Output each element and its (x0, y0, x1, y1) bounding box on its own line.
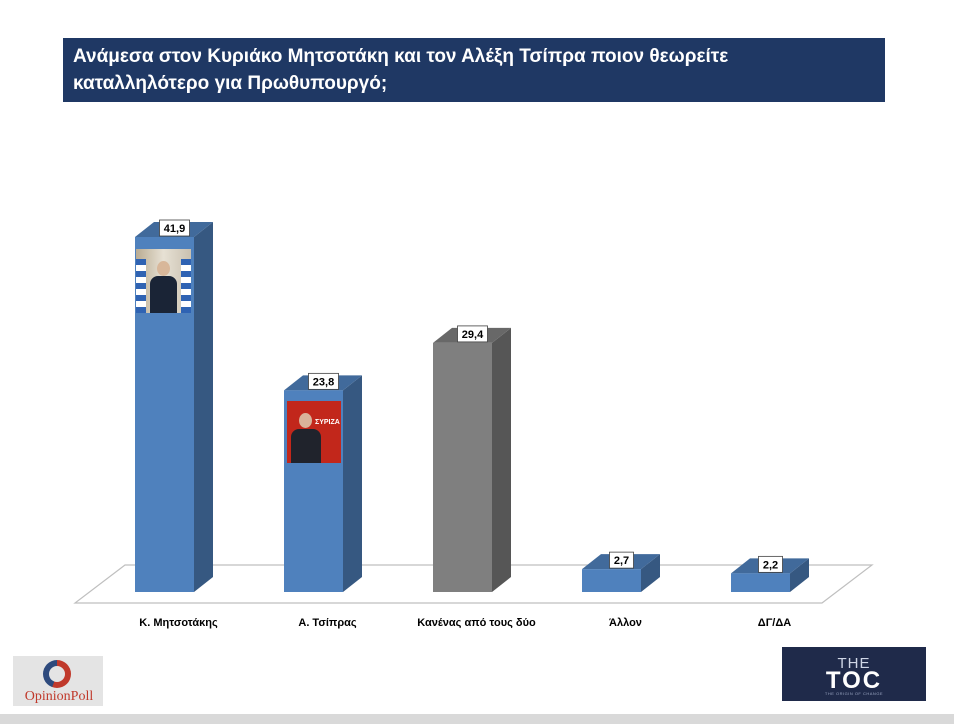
data-label-box (609, 551, 634, 569)
thetoc-logo-main: TOC (825, 667, 883, 694)
tsipras-photo: ΣΥΡΙΖΑ (287, 401, 341, 463)
category-label: ΔΓ/ΔΑ (758, 617, 791, 629)
thetoc-logo: THE TOC THE ORIGIN OF CHANGE (782, 647, 926, 701)
category-label: Κ. Μητσοτάκης (139, 617, 218, 629)
thetoc-logo-sub: THE ORIGIN OF CHANGE (824, 691, 884, 696)
data-label-text: 23,8 (313, 376, 334, 388)
data-label: 23,8 (308, 372, 339, 390)
bar-front (433, 342, 492, 592)
data-label: 2,7 (609, 551, 634, 569)
bar (433, 327, 511, 592)
bar-side (492, 327, 511, 592)
bar-side (641, 554, 660, 592)
bottom-band (0, 714, 954, 724)
data-label-box (457, 325, 488, 343)
bar (135, 222, 213, 592)
greek-flag-icon (136, 259, 146, 313)
data-label: 29,4 (457, 325, 488, 343)
title-line-2: καταλληλότερο για Πρωθυπουργό; (73, 73, 388, 94)
data-label-text: 2,7 (614, 555, 629, 567)
data-label-text: 41,9 (164, 223, 185, 235)
data-label-text: 29,4 (462, 329, 484, 341)
data-label-box (159, 219, 190, 237)
data-label-box (758, 555, 783, 573)
data-label-text: 2,2 (763, 559, 778, 571)
greek-flag-icon (181, 259, 191, 313)
opinionpoll-circle-icon (43, 660, 71, 688)
data-label-box (308, 372, 339, 390)
title-line-1: Ανάμεσα στον Κυριάκο Μητσοτάκη και τον Α… (73, 46, 729, 67)
opinionpoll-logo-text: OpinionPoll (24, 689, 94, 704)
bar-side (343, 375, 362, 592)
data-label: 2,2 (758, 555, 783, 573)
title-banner: Ανάμεσα στον Κυριάκο Μητσοτάκη και τον Α… (63, 38, 885, 102)
thetoc-logo-top: THE (837, 655, 871, 672)
bar-side (790, 558, 809, 592)
bar-side (194, 222, 213, 592)
party-logo-icon: ΣΥΡΙΖΑ (315, 419, 340, 426)
category-label: Άλλον (609, 617, 642, 629)
data-label: 41,9 (159, 219, 190, 237)
bar (582, 554, 660, 592)
opinionpoll-logo: OpinionPoll (13, 656, 103, 706)
category-label: Κανένας από τους δύο (417, 617, 536, 629)
mitsotakis-photo (136, 249, 191, 313)
category-label: Α. Τσίπρας (298, 617, 357, 629)
bar-front (731, 573, 790, 592)
bar-front (582, 569, 641, 592)
